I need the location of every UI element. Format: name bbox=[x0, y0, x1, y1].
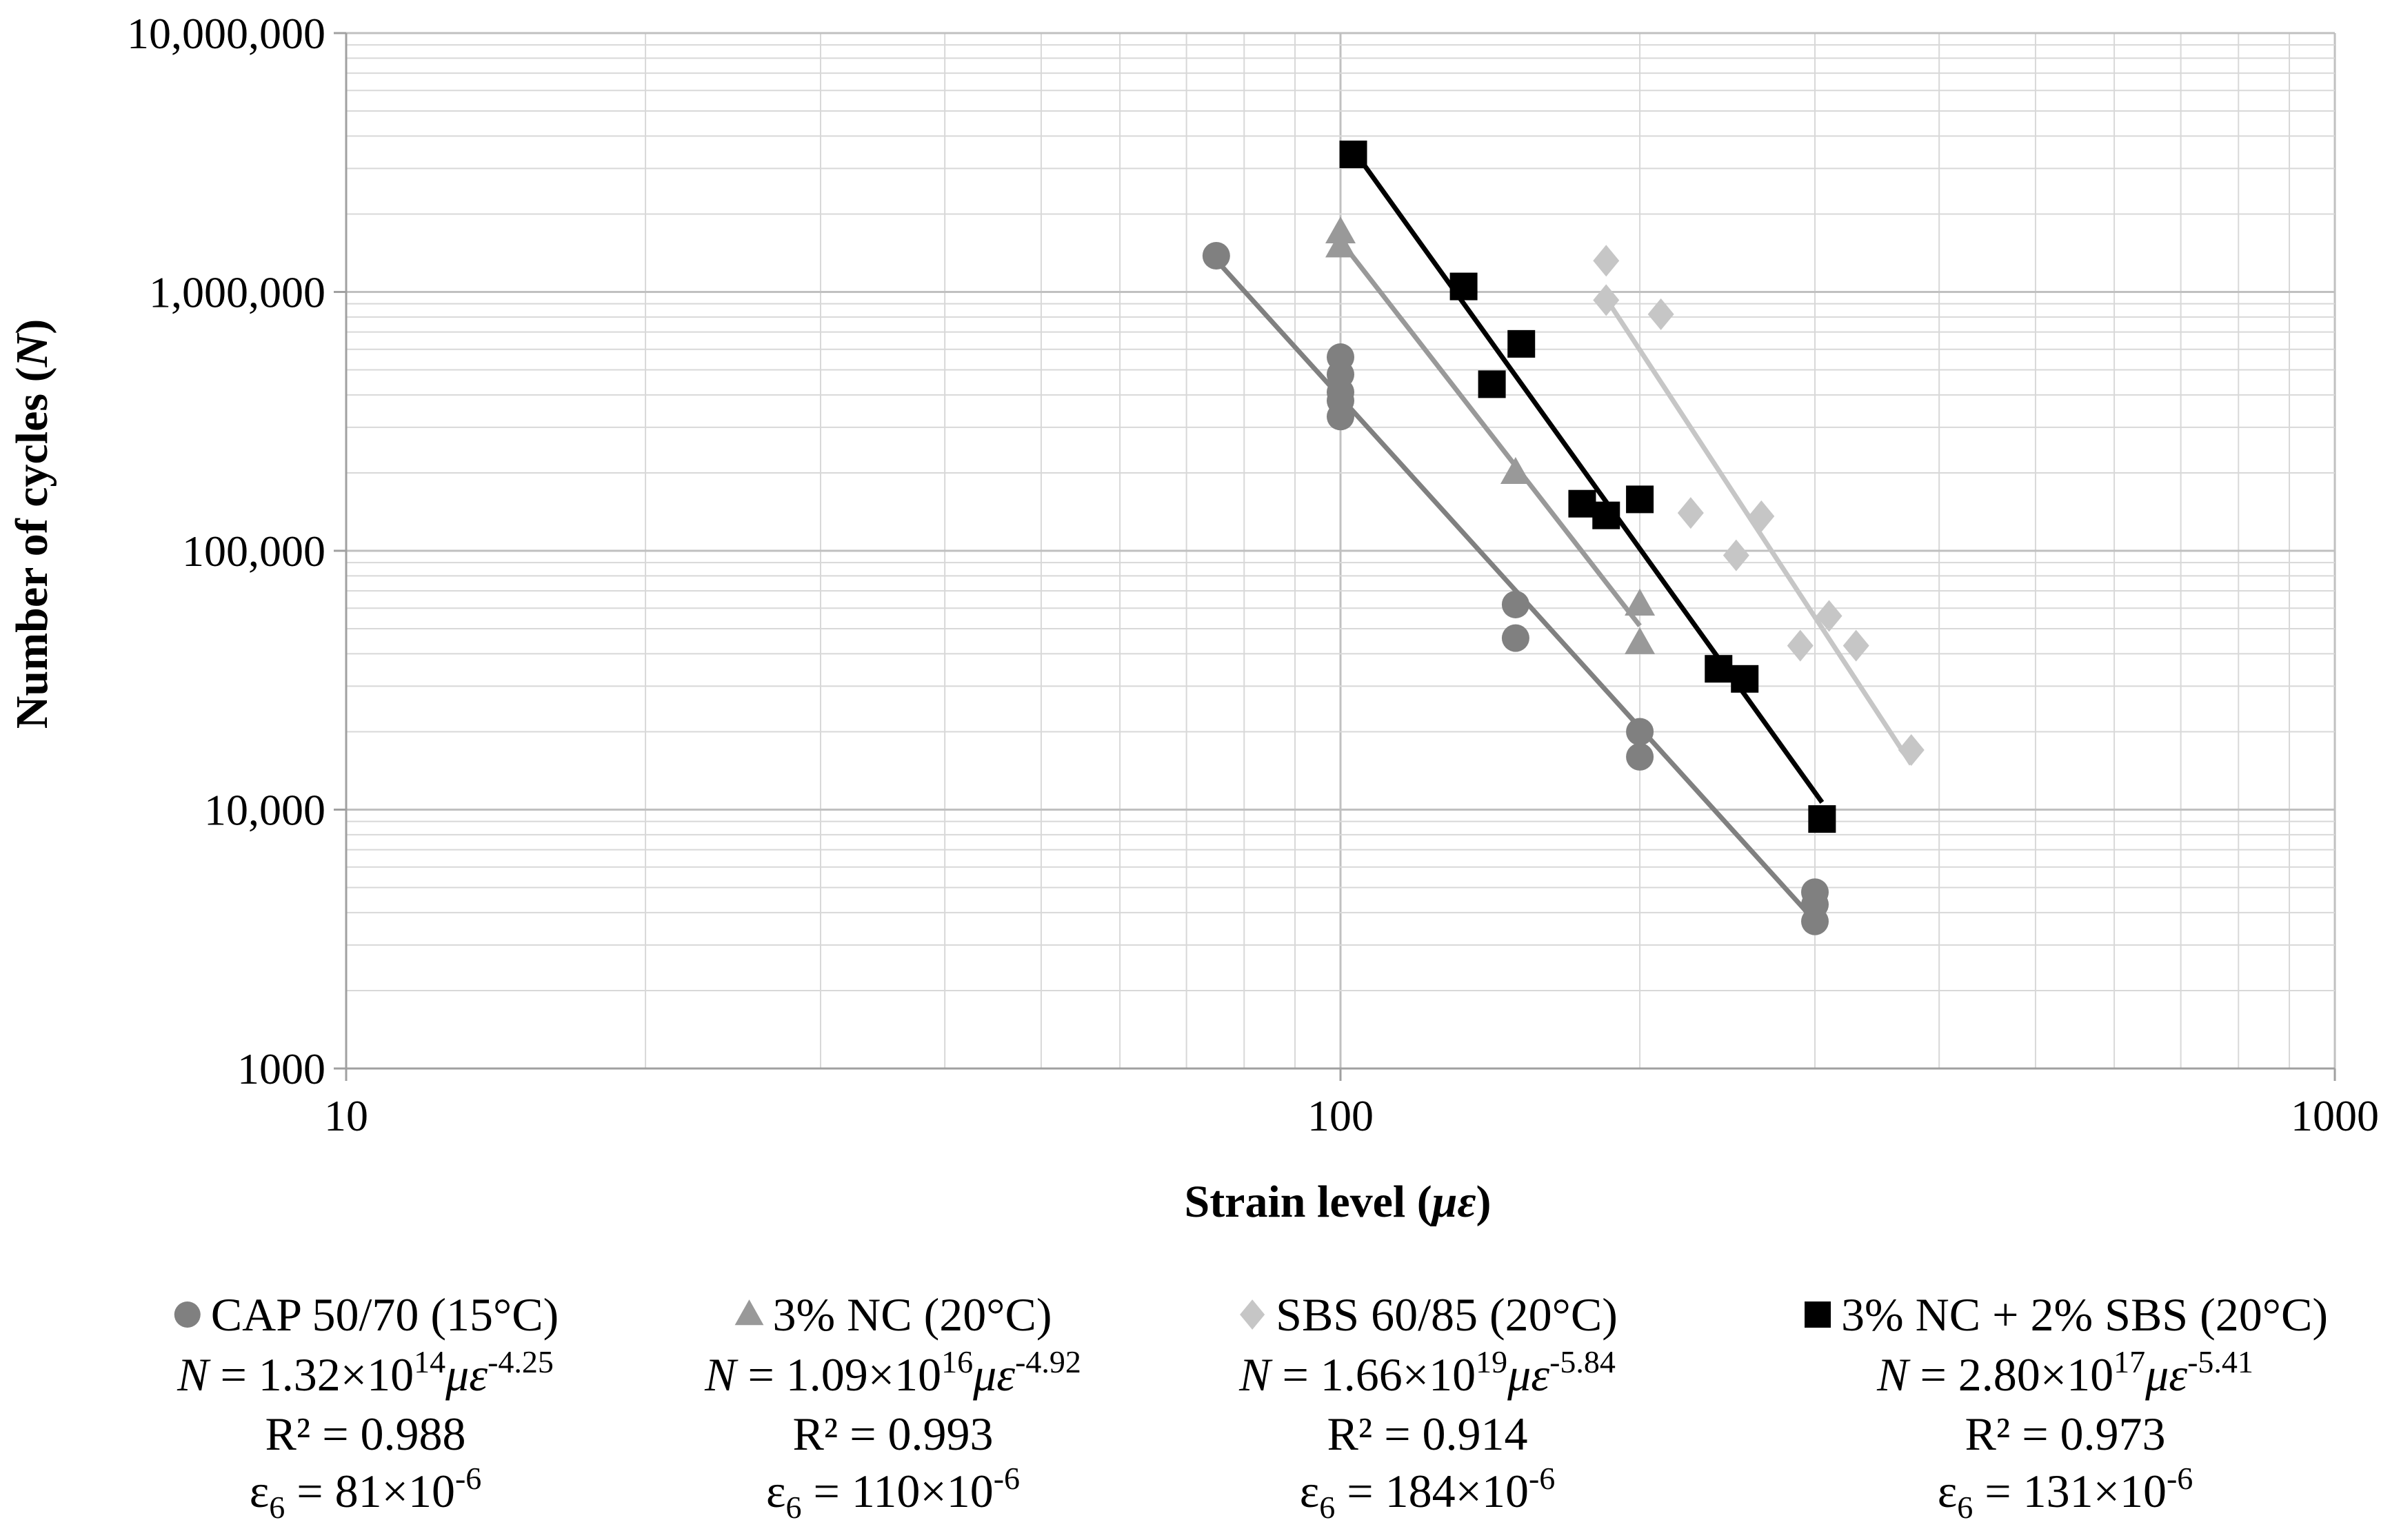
y-tick-label: 10,000 bbox=[204, 786, 325, 835]
legend-entry: CAP 50/70 (15°C)N = 1.32×1014με-4.25 R² =… bbox=[174, 1288, 559, 1525]
legend-equation: N = 1.09×1016με-4.92 bbox=[704, 1344, 1081, 1401]
data-point-diamond bbox=[1723, 539, 1749, 571]
data-point-square bbox=[1449, 272, 1478, 301]
data-point-circle bbox=[1626, 742, 1654, 771]
data-point-square bbox=[1592, 501, 1620, 529]
legend-series-name: 3% NC (20°C) bbox=[773, 1288, 1052, 1341]
x-axis-title: Strain level (με) bbox=[1184, 1177, 1491, 1227]
trendlines bbox=[1220, 148, 1914, 923]
trendline bbox=[1604, 297, 1914, 766]
data-point-circle bbox=[1327, 403, 1354, 431]
tick-labels: 10 100 1000 1000 10,000 100,000 1,000,000 10,00… bbox=[127, 9, 2379, 1140]
legend-marker-diamond bbox=[1240, 1299, 1265, 1330]
legend-marker-circle bbox=[174, 1301, 201, 1328]
data-point-circle bbox=[1501, 624, 1529, 652]
y-tick-label: 1,000,000 bbox=[149, 268, 325, 317]
data-point-square bbox=[1507, 330, 1536, 358]
data-points bbox=[1202, 140, 1925, 935]
data-point-triangle bbox=[1325, 230, 1356, 258]
legend-entry: 3% NC (20°C)N = 1.09×1016με-4.92 R² = 0.9… bbox=[704, 1288, 1081, 1525]
data-point-diamond bbox=[1842, 629, 1869, 662]
data-point-triangle bbox=[1325, 216, 1356, 243]
legend: CAP 50/70 (15°C)N = 1.32×1014με-4.25 R² =… bbox=[174, 1288, 2328, 1525]
data-point-diamond bbox=[1816, 600, 1842, 632]
legend-epsilon6: ε6 = 81×10-6 bbox=[250, 1461, 482, 1525]
legend-r-squared: R² = 0.988 bbox=[265, 1408, 465, 1460]
y-tick-label: 10,000,000 bbox=[127, 9, 325, 58]
data-point-diamond bbox=[1593, 245, 1620, 277]
data-point-circle bbox=[1202, 241, 1230, 270]
data-point-diamond bbox=[1748, 500, 1775, 532]
data-point-square bbox=[1339, 140, 1367, 168]
data-point-square bbox=[1478, 370, 1506, 398]
legend-r-squared: R² = 0.973 bbox=[1965, 1408, 2165, 1460]
y-axis-title: Number of cycles (N) bbox=[7, 319, 57, 729]
legend-epsilon6: ε6 = 110×10-6 bbox=[766, 1461, 1020, 1525]
legend-equation: N = 1.32×1014με-4.25 bbox=[177, 1344, 554, 1401]
legend-marker-square bbox=[1805, 1301, 1831, 1328]
legend-epsilon6: ε6 = 131×10-6 bbox=[1938, 1461, 2193, 1525]
x-tick-label: 1000 bbox=[2291, 1091, 2379, 1140]
x-tick-label: 10 bbox=[324, 1091, 368, 1140]
y-tick-label: 100,000 bbox=[182, 527, 325, 576]
data-point-diamond bbox=[1787, 629, 1814, 662]
legend-series-name: CAP 50/70 (15°C) bbox=[211, 1288, 559, 1341]
data-point-diamond bbox=[1647, 298, 1674, 330]
trendline bbox=[1351, 148, 1825, 804]
data-point-square bbox=[1731, 665, 1759, 693]
data-point-square bbox=[1808, 805, 1836, 833]
data-point-diamond bbox=[1593, 284, 1620, 316]
legend-equation: N = 2.80×1017με-5.41 bbox=[1876, 1344, 2253, 1401]
legend-epsilon6: ε6 = 184×10-6 bbox=[1300, 1461, 1556, 1525]
trendline bbox=[1338, 239, 1642, 627]
data-point-square bbox=[1705, 655, 1733, 683]
x-tick-label: 100 bbox=[1307, 1091, 1374, 1140]
data-point-diamond bbox=[1677, 497, 1704, 529]
data-point-circle bbox=[1501, 590, 1529, 618]
grid bbox=[334, 32, 2336, 1081]
legend-equation: N = 1.66×1019με-5.84 bbox=[1238, 1344, 1616, 1401]
data-point-diamond bbox=[1898, 733, 1925, 766]
data-point-triangle bbox=[1625, 627, 1656, 654]
legend-r-squared: R² = 0.993 bbox=[792, 1408, 993, 1460]
legend-entry: 3% NC + 2% SBS (20°C)N = 2.80×1017με-5.4… bbox=[1805, 1288, 2328, 1525]
data-point-circle bbox=[1626, 718, 1654, 746]
legend-r-squared: R² = 0.914 bbox=[1327, 1408, 1527, 1460]
legend-marker-triangle bbox=[734, 1299, 764, 1326]
data-point-square bbox=[1626, 485, 1654, 514]
legend-entry: SBS 60/85 (20°C)N = 1.66×1019με-5.84 R² =… bbox=[1238, 1288, 1618, 1525]
legend-series-name: 3% NC + 2% SBS (20°C) bbox=[1841, 1288, 2328, 1341]
data-point-circle bbox=[1801, 907, 1829, 935]
data-point-triangle bbox=[1500, 456, 1531, 484]
data-point-triangle bbox=[1625, 588, 1656, 616]
data-point-square bbox=[1568, 489, 1596, 518]
legend-series-name: SBS 60/85 (20°C) bbox=[1276, 1288, 1618, 1341]
y-tick-label: 1000 bbox=[237, 1044, 325, 1093]
